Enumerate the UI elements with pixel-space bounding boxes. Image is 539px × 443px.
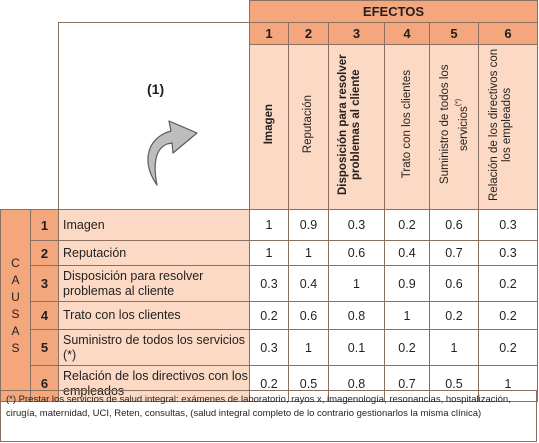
cell-4-5: 0.2 (429, 301, 479, 330)
row-num-4: 4 (30, 301, 59, 330)
row-label-4: Trato con los clientes (58, 301, 250, 330)
cell-1-4: 0.2 (384, 209, 430, 241)
cell-4-1: 0.2 (249, 301, 289, 330)
col-head-suministro-label: Suministro de todos los servicios (439, 64, 470, 185)
cell-6-6: 1 (478, 365, 538, 402)
causas-label: C A U S A S (0, 209, 31, 402)
footnote: (*) Prestar los servicios de salud integ… (0, 390, 537, 442)
cell-6-3: 0.8 (328, 365, 385, 402)
cell-5-2: 1 (288, 329, 329, 366)
row-label-3: Disposición para resolver problemas al c… (58, 265, 250, 302)
col-head-suministro: Suministro de todos los servicios(*) (429, 44, 479, 210)
cell-2-4: 0.4 (384, 240, 430, 266)
col-num-1: 1 (249, 22, 289, 45)
col-num-3: 3 (328, 22, 385, 45)
row-num-2: 2 (30, 240, 59, 266)
cell-5-6: 0.2 (478, 329, 538, 366)
cell-3-6: 0.2 (478, 265, 538, 302)
cell-1-2: 0.9 (288, 209, 329, 241)
row-num-6: 6 (30, 365, 59, 402)
curved-arrow-icon (147, 120, 198, 186)
col-head-disposicion: Disposición para resolver problemas al c… (328, 44, 385, 210)
col-head-trato: Trato con los clientes (384, 44, 430, 210)
arrow-label: (1) (147, 81, 165, 97)
cell-3-5: 0.6 (429, 265, 479, 302)
col-head-reputacion: Reputación (288, 44, 329, 210)
cell-5-1: 0.3 (249, 329, 289, 366)
cell-1-1: 1 (249, 209, 289, 241)
cell-2-1: 1 (249, 240, 289, 266)
cell-1-6: 0.3 (478, 209, 538, 241)
row-num-5: 5 (30, 329, 59, 366)
col-num-4: 4 (384, 22, 430, 45)
col-num-6: 6 (478, 22, 538, 45)
col-num-2: 2 (288, 22, 329, 45)
cell-2-5: 0.7 (429, 240, 479, 266)
row-label-5: Suministro de todos los servicios (*) (58, 329, 250, 366)
cell-5-4: 0.2 (384, 329, 430, 366)
corner-blank-left (0, 22, 59, 210)
cell-2-6: 0.3 (478, 240, 538, 266)
col-head-suministro-sup: (*) (455, 98, 462, 106)
cause-effect-matrix: EFECTOS (1) 1 2 3 4 5 6 Imagen Reputació… (0, 0, 538, 402)
row-num-1: 1 (30, 209, 59, 241)
cell-5-5: 1 (429, 329, 479, 366)
cell-4-4: 1 (384, 301, 430, 330)
cell-2-3: 0.6 (328, 240, 385, 266)
cell-4-3: 0.8 (328, 301, 385, 330)
cell-1-5: 0.6 (429, 209, 479, 241)
cell-3-2: 0.4 (288, 265, 329, 302)
corner-blank (1, 1, 250, 23)
cell-4-2: 0.6 (288, 301, 329, 330)
col-head-relacion: Relación de los directivos con los emple… (478, 44, 538, 210)
cell-4-6: 0.2 (478, 301, 538, 330)
cell-3-4: 0.9 (384, 265, 430, 302)
cell-2-2: 1 (288, 240, 329, 266)
efectos-header: EFECTOS (249, 0, 538, 23)
cell-3-1: 0.3 (249, 265, 289, 302)
cell-6-4: 0.7 (384, 365, 430, 402)
cell-6-2: 0.5 (288, 365, 329, 402)
col-head-imagen: Imagen (249, 44, 289, 210)
cell-3-3: 1 (328, 265, 385, 302)
cell-6-5: 0.5 (429, 365, 479, 402)
arrow-cell: (1) (58, 22, 250, 210)
row-label-1: Imagen (58, 209, 250, 241)
cell-1-3: 0.3 (328, 209, 385, 241)
row-num-3: 3 (30, 265, 59, 302)
row-label-6: Relación de los directivos con los emple… (58, 365, 250, 402)
row-label-2: Reputación (58, 240, 250, 266)
cell-5-3: 0.1 (328, 329, 385, 366)
col-num-5: 5 (429, 22, 479, 45)
